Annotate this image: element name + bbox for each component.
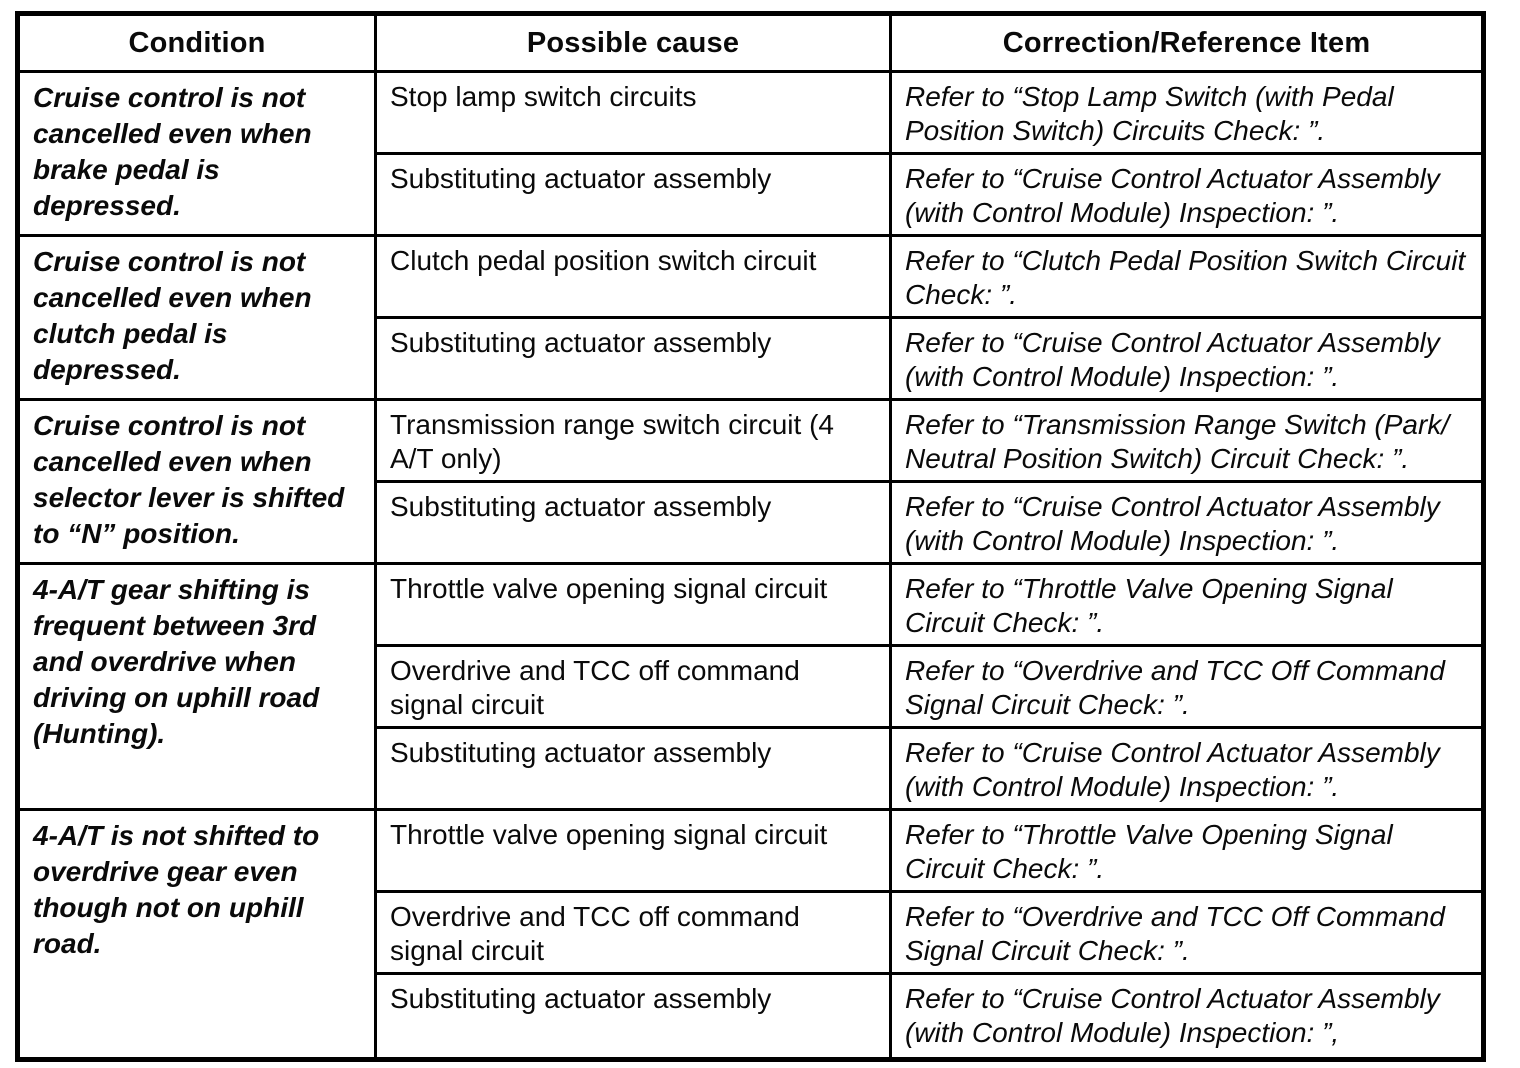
correction-cell: Refer to “Overdrive and TCC Off Command … [889, 644, 1485, 729]
cause-cell: Substituting actuator assembly [374, 726, 892, 811]
table-row: Substituting actuator assembly Refer to … [18, 152, 1485, 237]
cause-cell: Transmission range switch circuit (4 A/T… [374, 398, 892, 483]
header-row: Condition Possible cause Correction/Refe… [16, 12, 1485, 73]
cause-cell: Substituting actuator assembly [374, 480, 892, 565]
correction-cell: Refer to “Cruise Control Actuator Assemb… [889, 726, 1485, 811]
table-row: Cruise control is not cancelled even whe… [16, 70, 1485, 237]
cause-cell: Overdrive and TCC off command signal cir… [374, 890, 892, 975]
cause-cell: Overdrive and TCC off command signal cir… [374, 644, 892, 729]
table-row: Substituting actuator assembly Refer to … [18, 316, 1485, 401]
col-header-correction-reference: Correction/Reference Item [889, 12, 1485, 73]
condition-cell: 4-A/T gear shifting is frequent between … [16, 562, 377, 811]
cause-cell: Stop lamp switch circuits [374, 70, 892, 155]
correction-cell: Refer to “Cruise Control Actuator Assemb… [889, 972, 1485, 1061]
correction-cell: Refer to “Throttle Valve Opening Signal … [889, 562, 1485, 647]
table-row: Overdrive and TCC off command signal cir… [18, 644, 1485, 729]
correction-cell: Refer to “Overdrive and TCC Off Command … [889, 890, 1485, 975]
troubleshooting-table: Condition Possible cause Correction/Refe… [15, 11, 1486, 1062]
col-header-possible-cause: Possible cause [374, 12, 892, 73]
cause-cell: Throttle valve opening signal circuit [374, 808, 892, 893]
correction-cell: Refer to “Throttle Valve Opening Signal … [889, 808, 1485, 893]
table-row: 4-A/T gear shifting is frequent between … [16, 562, 1485, 811]
cause-cell: Substituting actuator assembly [374, 316, 892, 401]
table-row: Substituting actuator assembly Refer to … [18, 972, 1485, 1061]
condition-cell: 4-A/T is not shifted to overdrive gear e… [16, 808, 377, 1061]
table-row: Overdrive and TCC off command signal cir… [18, 890, 1485, 975]
condition-cell: Cruise control is not cancelled even whe… [16, 398, 377, 565]
correction-cell: Refer to “Cruise Control Actuator Assemb… [889, 480, 1485, 565]
correction-cell: Refer to “Transmission Range Switch (Par… [889, 398, 1485, 483]
table-row: Substituting actuator assembly Refer to … [18, 726, 1485, 811]
condition-cell: Cruise control is not cancelled even whe… [16, 234, 377, 401]
table-row: 4-A/T is not shifted to overdrive gear e… [16, 808, 1485, 1061]
correction-cell: Refer to “Stop Lamp Switch (with Pedal P… [889, 70, 1485, 155]
cause-cell: Clutch pedal position switch circuit [374, 234, 892, 319]
correction-cell: Refer to “Cruise Control Actuator Assemb… [889, 316, 1485, 401]
table-row: Cruise control is not cancelled even whe… [16, 234, 1485, 401]
correction-cell: Refer to “Clutch Pedal Position Switch C… [889, 234, 1485, 319]
correction-cell: Refer to “Cruise Control Actuator Assemb… [889, 152, 1485, 237]
cause-cell: Substituting actuator assembly [374, 972, 892, 1061]
table-row: Substituting actuator assembly Refer to … [18, 480, 1485, 565]
cause-cell: Throttle valve opening signal circuit [374, 562, 892, 647]
col-header-condition: Condition [16, 12, 377, 73]
table-row: Cruise control is not cancelled even whe… [16, 398, 1485, 565]
cause-cell: Substituting actuator assembly [374, 152, 892, 237]
condition-cell: Cruise control is not cancelled even whe… [16, 70, 377, 237]
